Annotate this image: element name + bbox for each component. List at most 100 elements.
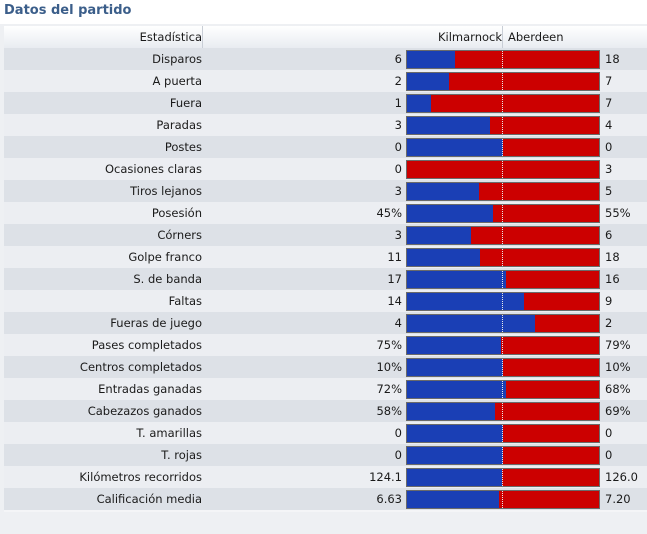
stat-label: Ocasiones claras bbox=[105, 162, 202, 176]
bar-midline bbox=[502, 469, 503, 486]
bar-midline bbox=[502, 381, 503, 398]
header-stat[interactable]: Estadística bbox=[4, 26, 203, 48]
stat-row: Cabezazos ganados 58% 69% bbox=[4, 400, 647, 422]
stat-label: Postes bbox=[164, 140, 202, 154]
stat-label: S. de banda bbox=[133, 272, 202, 286]
stat-label: Posesión bbox=[151, 206, 202, 220]
comparison-bar bbox=[406, 358, 600, 377]
away-value: 7.20 bbox=[605, 492, 631, 506]
stat-row: Disparos 6 18 bbox=[4, 48, 647, 70]
bar-midline bbox=[502, 95, 503, 112]
stat-label: Fueras de juego bbox=[110, 316, 202, 330]
away-value: 3 bbox=[605, 162, 613, 176]
comparison-bar bbox=[406, 94, 600, 113]
away-value: 9 bbox=[605, 294, 613, 308]
comparison-bar bbox=[406, 182, 600, 201]
bar-midline bbox=[502, 205, 503, 222]
comparison-bar bbox=[406, 292, 600, 311]
away-value: 18 bbox=[605, 250, 620, 264]
stat-label: Faltas bbox=[168, 294, 202, 308]
home-share-fill bbox=[407, 183, 479, 200]
comparison-bar bbox=[406, 72, 600, 91]
stat-label: Paradas bbox=[156, 118, 202, 132]
home-value: 3 bbox=[394, 228, 402, 242]
away-value: 69% bbox=[605, 404, 631, 418]
stat-row: S. de banda 17 16 bbox=[4, 268, 647, 290]
header-home-team[interactable]: Kilmarnock bbox=[204, 26, 503, 48]
bar-midline bbox=[502, 359, 503, 376]
home-value: 1 bbox=[394, 96, 402, 110]
stat-row: Calificación media 6.63 7.20 bbox=[4, 488, 647, 510]
home-share-fill bbox=[407, 403, 495, 420]
home-share-fill bbox=[407, 95, 431, 112]
home-share-fill bbox=[407, 139, 503, 156]
bar-midline bbox=[502, 161, 503, 178]
away-value: 7 bbox=[605, 96, 613, 110]
home-value: 124.1 bbox=[369, 470, 402, 484]
bar-midline bbox=[502, 491, 503, 508]
stat-label: Centros completados bbox=[79, 360, 202, 374]
bar-midline bbox=[502, 51, 503, 68]
stat-row: Posesión 45% 55% bbox=[4, 202, 647, 224]
comparison-bar bbox=[406, 270, 600, 289]
home-value: 3 bbox=[394, 184, 402, 198]
comparison-bar bbox=[406, 380, 600, 399]
comparison-bar bbox=[406, 446, 600, 465]
home-value: 0 bbox=[394, 426, 402, 440]
stat-row: Postes 0 0 bbox=[4, 136, 647, 158]
bar-midline bbox=[502, 271, 503, 288]
away-value: 4 bbox=[605, 118, 613, 132]
stat-row: Centros completados 10% 10% bbox=[4, 356, 647, 378]
bar-midline bbox=[502, 227, 503, 244]
home-value: 10% bbox=[376, 360, 402, 374]
stat-label: Pases completados bbox=[91, 338, 202, 352]
stat-label: Fuera bbox=[169, 96, 202, 110]
away-value: 0 bbox=[605, 140, 613, 154]
bar-midline bbox=[502, 249, 503, 266]
panel-title: Datos del partido bbox=[4, 3, 132, 18]
home-value: 4 bbox=[394, 316, 402, 330]
stat-row: Tiros lejanos 3 5 bbox=[4, 180, 647, 202]
comparison-bar bbox=[406, 490, 600, 509]
home-share-fill bbox=[407, 205, 493, 222]
stat-label: Tiros lejanos bbox=[130, 184, 202, 198]
away-value: 0 bbox=[605, 426, 613, 440]
stat-row: Ocasiones claras 0 3 bbox=[4, 158, 647, 180]
home-value: 6.63 bbox=[376, 492, 402, 506]
stat-label: Kilómetros recorridos bbox=[79, 470, 202, 484]
stat-row: Paradas 3 4 bbox=[4, 114, 647, 136]
home-value: 17 bbox=[387, 272, 402, 286]
home-share-fill bbox=[407, 227, 471, 244]
comparison-bar bbox=[406, 138, 600, 157]
comparison-bar bbox=[406, 424, 600, 443]
home-value: 0 bbox=[394, 140, 402, 154]
home-value: 72% bbox=[376, 382, 402, 396]
away-value: 10% bbox=[605, 360, 631, 374]
comparison-bar bbox=[406, 204, 600, 223]
comparison-bar bbox=[406, 336, 600, 355]
home-share-fill bbox=[407, 359, 503, 376]
title-bar: Datos del partido bbox=[0, 0, 647, 24]
match-stats-panel: Estadística Kilmarnock Aberdeen Disparos… bbox=[4, 26, 647, 512]
home-share-fill bbox=[407, 337, 501, 354]
stat-row: A puerta 2 7 bbox=[4, 70, 647, 92]
comparison-bar bbox=[406, 248, 600, 267]
home-value: 2 bbox=[394, 74, 402, 88]
home-value: 11 bbox=[387, 250, 402, 264]
home-share-fill bbox=[407, 315, 535, 332]
home-value: 3 bbox=[394, 118, 402, 132]
header-away-team[interactable]: Aberdeen bbox=[508, 30, 564, 44]
away-value: 7 bbox=[605, 74, 613, 88]
home-share-fill bbox=[407, 381, 506, 398]
home-value: 0 bbox=[394, 448, 402, 462]
comparison-bar bbox=[406, 402, 600, 421]
away-value: 5 bbox=[605, 184, 613, 198]
stat-row: Golpe franco 11 18 bbox=[4, 246, 647, 268]
bar-midline bbox=[502, 337, 503, 354]
home-share-fill bbox=[407, 73, 449, 90]
stat-label: T. amarillas bbox=[136, 426, 202, 440]
bar-midline bbox=[502, 117, 503, 134]
home-share-fill bbox=[407, 51, 455, 68]
away-value: 16 bbox=[605, 272, 620, 286]
comparison-bar bbox=[406, 116, 600, 135]
